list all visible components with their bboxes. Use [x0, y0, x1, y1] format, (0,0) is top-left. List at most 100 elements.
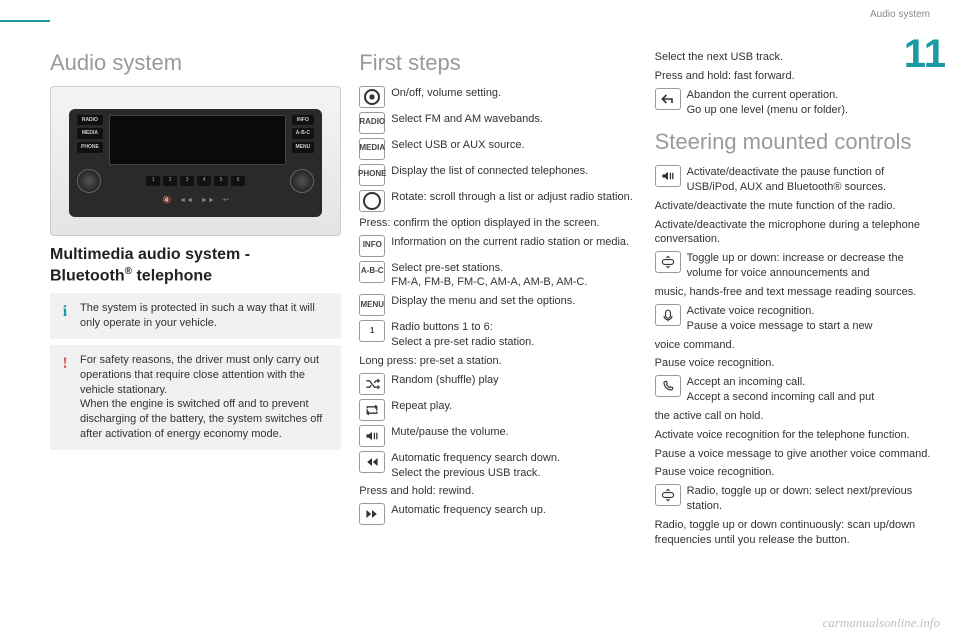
toggle-icon — [655, 251, 681, 273]
column-2: First steps On/off, volume setting. RADIO… — [359, 48, 636, 620]
list-item-text: Accept an incoming call. Accept a second… — [687, 375, 932, 405]
preset-6: 6 — [231, 176, 245, 186]
c3-p2: Activate/deactivate the microphone durin… — [655, 218, 932, 248]
text-press-hold-ff: Press and hold: fast forward. — [655, 69, 932, 84]
radio-btn-abc: A-B-C — [292, 128, 315, 139]
info-note: i The system is protected in such a way … — [50, 293, 341, 339]
toggle-icon — [655, 484, 681, 506]
list-item-text: Automatic frequency search down. Select … — [391, 451, 636, 481]
c3-p8: Pause a voice message to give another vo… — [655, 447, 932, 462]
watermark: carmanualsonline.info — [823, 614, 940, 632]
radio-btn-menu: MENU — [292, 142, 315, 153]
chapter-number: 11 — [904, 38, 946, 70]
list-item-text: Select USB or AUX source. — [391, 138, 636, 153]
list-item: On/off, volume setting. — [359, 86, 636, 108]
header-category: Audio system — [870, 8, 930, 22]
RADIO-icon: RADIO — [359, 112, 385, 134]
list-item-text: Radio, toggle up or down: select next/pr… — [687, 484, 932, 514]
voice-icon — [655, 304, 681, 326]
shuffle-icon — [359, 373, 385, 395]
list-item: RADIO Select FM and AM wavebands. — [359, 112, 636, 134]
radio-left-buttons: RADIO MEDIA PHONE — [77, 115, 103, 165]
list-item-text: Select pre-set stations. FM-A, FM-B, FM-… — [391, 261, 636, 291]
list-item: PHONE Display the list of connected telep… — [359, 164, 636, 186]
phone-icon — [655, 375, 681, 397]
list-item: Radio, toggle up or down: select next/pr… — [655, 484, 932, 514]
radio-btn-phone: PHONE — [77, 142, 103, 153]
list-item-text: Mute/pause the volume. — [391, 425, 636, 440]
c3-p6: the active call on hold. — [655, 409, 932, 424]
list-item: Repeat play. — [359, 399, 636, 421]
preset-buttons: 1 2 3 4 5 6 — [146, 176, 245, 186]
list-item-text: Toggle up or down: increase or decrease … — [687, 251, 932, 281]
radio-bottom-icons: 🔇◄◄►►↩ — [162, 196, 228, 205]
list-item: MENU Display the menu and set the options… — [359, 294, 636, 316]
list-item-text: Automatic frequency search up. — [391, 503, 636, 518]
list-item-text: Information on the current radio station… — [391, 235, 636, 250]
section-title-first-steps: First steps — [359, 48, 636, 78]
list-item: Automatic frequency search down. Select … — [359, 451, 636, 481]
MEDIA-icon: MEDIA — [359, 138, 385, 160]
list-item: INFOInformation on the current radio sta… — [359, 235, 636, 257]
list-item: Random (shuffle) play — [359, 373, 636, 395]
text-select-next-usb: Select the next USB track. — [655, 50, 932, 65]
mute-icon — [359, 425, 385, 447]
list-item: Rotate: scroll through a list or adjust … — [359, 190, 636, 212]
list-item-text: Display the menu and set the options. — [391, 294, 636, 309]
subtitle-sup: ® — [125, 266, 132, 277]
radio-unit-illustration: RADIO MEDIA PHONE INFO A-B-C MENU 1 — [50, 86, 341, 236]
warning-note-text: For safety reasons, the driver must only… — [80, 353, 333, 442]
list-item: Mute/pause the volume. — [359, 425, 636, 447]
subtitle-line2a: Bluetooth — [50, 268, 125, 285]
circ-dot-icon — [359, 86, 385, 108]
text-long-press-preset: Long press: pre-set a station. — [359, 354, 636, 369]
c3-p4: voice command. — [655, 338, 932, 353]
preset-1: 1 — [146, 176, 160, 186]
tune-knob — [290, 169, 314, 193]
circ-icon — [359, 190, 385, 212]
section-title-audio-system: Audio system — [50, 48, 341, 78]
A-B-C-icon: A-B-C — [359, 261, 385, 283]
list-item-text: Repeat play. — [391, 399, 636, 414]
c3-p7: Activate voice recognition for the telep… — [655, 428, 932, 443]
PHONE-icon: PHONE — [359, 164, 385, 186]
list-item-text: Rotate: scroll through a list or adjust … — [391, 190, 636, 205]
list-item-text: Activate voice recognition. Pause a voic… — [687, 304, 932, 334]
list-item: Automatic frequency search up. — [359, 503, 636, 525]
list-item-text: Select FM and AM wavebands. — [391, 112, 636, 127]
preset-2: 2 — [163, 176, 177, 186]
list-item: 1Radio buttons 1 to 6: Select a pre-set … — [359, 320, 636, 350]
radio-screen — [109, 115, 286, 165]
list-item: Accept an incoming call. Accept a second… — [655, 375, 932, 405]
list-item-text: Activate/deactivate the pause function o… — [687, 165, 932, 195]
c3-p3: music, hands-free and text message readi… — [655, 285, 932, 300]
entry-back-text: Abandon the current operation. Go up one… — [687, 88, 932, 118]
MENU-icon: MENU — [359, 294, 385, 316]
entry-back: Abandon the current operation. Go up one… — [655, 88, 932, 118]
list-item-text: Display the list of connected telephones… — [391, 164, 636, 179]
warning-note: ! For safety reasons, the driver must on… — [50, 345, 341, 450]
text-press-hold-rewind: Press and hold: rewind. — [359, 484, 636, 499]
list-item: MEDIA Select USB or AUX source. — [359, 138, 636, 160]
radio-btn-radio: RADIO — [77, 115, 103, 126]
column-3: Select the next USB track. Press and hol… — [655, 48, 932, 620]
repeat-icon — [359, 399, 385, 421]
subtitle-multimedia: Multimedia audio system - Bluetooth® tel… — [50, 244, 341, 288]
info-icon: i — [58, 301, 72, 323]
c3-p1: Activate/deactivate the mute function of… — [655, 199, 932, 214]
info-note-text: The system is protected in such a way th… — [80, 301, 333, 331]
back-icon — [655, 88, 681, 110]
mute-icon — [655, 165, 681, 187]
warning-icon: ! — [58, 353, 72, 375]
subtitle-line2b: telephone — [132, 268, 212, 285]
list-item-text: On/off, volume setting. — [391, 86, 636, 101]
c3-p9: Pause voice recognition. — [655, 465, 932, 480]
radio-btn-info: INFO — [292, 115, 315, 126]
list-item: Toggle up or down: increase or decrease … — [655, 251, 932, 281]
c3-p5: Pause voice recognition. — [655, 356, 932, 371]
radio-right-buttons: INFO A-B-C MENU — [292, 115, 315, 165]
prev-icon — [359, 451, 385, 473]
text-press-confirm: Press: confirm the option displayed in t… — [359, 216, 636, 231]
volume-knob — [77, 169, 101, 193]
radio-btn-media: MEDIA — [77, 128, 103, 139]
